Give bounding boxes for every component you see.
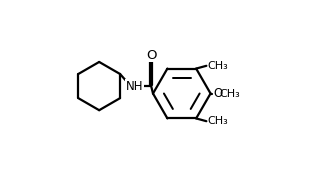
Text: O: O bbox=[213, 87, 222, 100]
Text: NH: NH bbox=[126, 80, 143, 93]
Text: CH₃: CH₃ bbox=[220, 88, 241, 99]
Text: CH₃: CH₃ bbox=[208, 61, 229, 71]
Text: CH₃: CH₃ bbox=[208, 116, 229, 126]
Text: O: O bbox=[146, 49, 156, 62]
